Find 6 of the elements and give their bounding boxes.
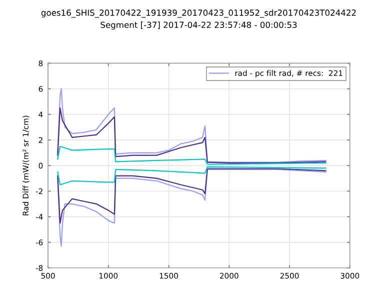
line-series — [57, 168, 326, 224]
line-series — [57, 168, 326, 247]
line-series — [57, 88, 326, 163]
line-series — [57, 107, 326, 164]
chart-subtitle: Segment [-37] 2017-04-22 23:57:48 - 00:00:53 — [100, 22, 297, 30]
chart-title: goes16_SHIS_20170422_191939_20170423_011952_sdr20170423T024422 — [41, 9, 356, 18]
